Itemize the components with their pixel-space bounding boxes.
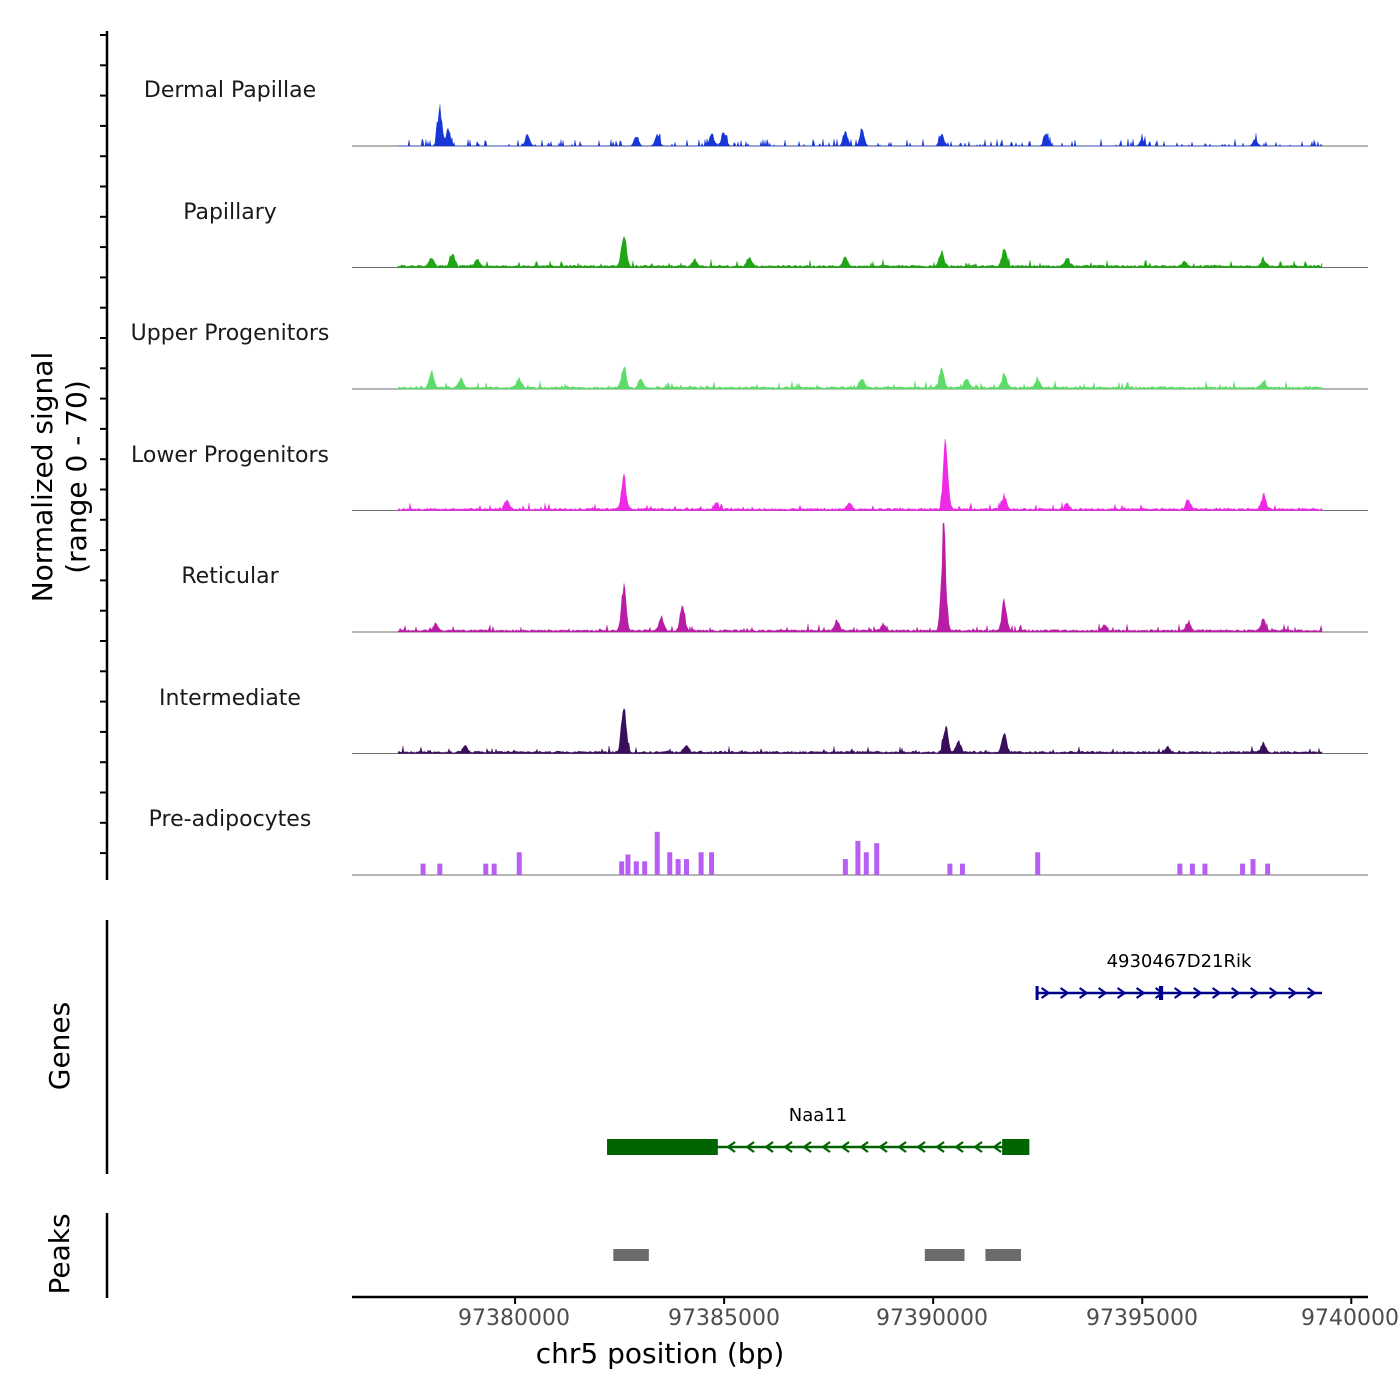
signal-bar-pre-adipocytes: [1177, 863, 1183, 875]
signal-bar-pre-adipocytes: [863, 852, 869, 875]
gene-strand-arrow-naa11: [745, 1141, 755, 1153]
signal-bar-pre-adipocytes: [1202, 863, 1208, 875]
gene-strand-arrow-4930467d21rik: [1230, 987, 1241, 999]
gene-strand-arrow-4930467d21rik: [1040, 987, 1051, 999]
gene-strand-arrow-naa11: [783, 1141, 793, 1153]
peaks-axis-title: Peaks: [43, 1213, 76, 1295]
signal-bar-pre-adipocytes: [633, 861, 639, 875]
x-tick-label-3: 97390000: [876, 1306, 988, 1331]
signal-bar-pre-adipocytes: [667, 852, 673, 875]
signal-bar-pre-adipocytes: [1250, 859, 1256, 875]
signal-bar-pre-adipocytes: [947, 863, 953, 875]
gene-strand-arrow-4930467d21rik: [1249, 987, 1260, 999]
gene-strand-arrow-naa11: [764, 1141, 774, 1153]
signal-bar-pre-adipocytes: [654, 831, 660, 875]
track-label-intermediate: Intermediate: [159, 686, 301, 711]
gene-strand-arrow-4930467d21rik: [1116, 987, 1127, 999]
signal-bar-pre-adipocytes: [855, 840, 861, 875]
y-axis-title: Normalized signal (range 0 - 70): [26, 277, 94, 677]
genes-axis-title: Genes: [43, 1001, 76, 1091]
signal-area-lower-progenitors: [397, 438, 1323, 511]
track-label-dermal-papillae: Dermal Papillae: [143, 78, 317, 103]
signal-bar-pre-adipocytes: [1035, 852, 1041, 875]
signal-bar-pre-adipocytes: [709, 852, 715, 875]
signal-bar-pre-adipocytes: [1240, 863, 1246, 875]
track-label-pre-adipocytes: Pre-adipocytes: [148, 807, 312, 832]
gene-strand-arrow-naa11: [840, 1141, 850, 1153]
gene-label-4930467d21rik: 4930467D21Rik: [1106, 951, 1252, 972]
peak-region: [985, 1249, 1021, 1261]
signal-bar-pre-adipocytes: [491, 863, 497, 875]
gene-strand-arrow-naa11: [878, 1141, 888, 1153]
signal-bar-pre-adipocytes: [842, 859, 848, 875]
gene-label-naa11: Naa11: [788, 1105, 848, 1126]
signal-bar-pre-adipocytes: [698, 852, 704, 875]
gene-strand-arrow-4930467d21rik: [1173, 987, 1184, 999]
signal-area-dermal-papillae: [398, 104, 1323, 147]
gene-strand-arrow-4930467d21rik: [1306, 987, 1317, 999]
signal-bar-pre-adipocytes: [874, 843, 880, 875]
signal-bar-pre-adipocytes: [1265, 863, 1271, 875]
y-axis-title-main: Normalized signal: [26, 351, 59, 603]
gene-strand-arrow-naa11: [954, 1141, 964, 1153]
gene-strand-arrow-4930467d21rik: [1078, 987, 1089, 999]
signal-area-intermediate: [397, 708, 1323, 754]
gene-exon-naa11: [1002, 1139, 1030, 1155]
gene-strand-arrow-4930467d21rik: [1097, 987, 1108, 999]
x-tick-label-5: 9740000: [1301, 1306, 1399, 1331]
track-label-upper-progenitors: Upper Progenitors: [130, 321, 330, 346]
x-tick-label-4: 97395000: [1086, 1306, 1198, 1331]
x-axis-title: chr5 position (bp): [535, 1337, 785, 1370]
gene-strand-arrow-4930467d21rik: [1268, 987, 1279, 999]
signal-bar-pre-adipocytes: [959, 863, 965, 875]
track-label-reticular: Reticular: [181, 564, 279, 589]
signal-area-upper-progenitors: [397, 366, 1323, 390]
signal-bar-pre-adipocytes: [420, 863, 426, 875]
signal-area-papillary: [397, 236, 1323, 268]
x-tick-label-2: 97385000: [668, 1306, 780, 1331]
signal-bar-pre-adipocytes: [642, 861, 648, 875]
signal-bar-pre-adipocytes: [1189, 863, 1195, 875]
gene-strand-arrow-naa11: [859, 1141, 869, 1153]
gene-strand-arrow-naa11: [916, 1141, 926, 1153]
x-tick-label-1: 97380000: [458, 1306, 570, 1331]
signal-bar-pre-adipocytes: [619, 861, 625, 875]
peak-region: [613, 1249, 649, 1261]
y-axis-title-range: (range 0 - 70): [60, 380, 93, 574]
gene-strand-arrow-4930467d21rik: [1135, 987, 1146, 999]
signal-bar-pre-adipocytes: [516, 852, 522, 875]
gene-strand-arrow-naa11: [897, 1141, 907, 1153]
gene-strand-arrow-naa11: [992, 1141, 1002, 1153]
signal-bar-pre-adipocytes: [483, 863, 489, 875]
signal-bar-pre-adipocytes: [625, 854, 631, 875]
signal-area-reticular: [397, 522, 1323, 633]
gene-strand-arrow-naa11: [821, 1141, 831, 1153]
gene-strand-arrow-4930467d21rik: [1287, 987, 1298, 999]
gene-strand-arrow-4930467d21rik: [1211, 987, 1222, 999]
track-label-papillary: Papillary: [183, 200, 277, 225]
signal-bar-pre-adipocytes: [683, 859, 689, 875]
signal-bar-pre-adipocytes: [675, 859, 681, 875]
gene-exon-4930467d21rik: [1035, 986, 1039, 1000]
gene-strand-arrow-naa11: [973, 1141, 983, 1153]
gene-strand-arrow-naa11: [726, 1141, 736, 1153]
track-label-lower-progenitors: Lower Progenitors: [131, 443, 329, 468]
gene-strand-arrow-4930467d21rik: [1192, 987, 1203, 999]
gene-strand-arrow-naa11: [802, 1141, 812, 1153]
gene-strand-arrow-naa11: [935, 1141, 945, 1153]
gene-strand-arrow-4930467d21rik: [1059, 987, 1070, 999]
gene-exon-4930467d21rik: [1158, 986, 1164, 1000]
signal-bar-pre-adipocytes: [437, 863, 443, 875]
gene-exon-naa11: [607, 1139, 718, 1155]
peak-region: [924, 1249, 965, 1261]
